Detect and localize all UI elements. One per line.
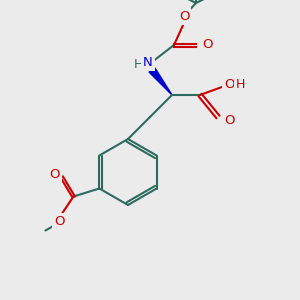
Text: O: O [202, 38, 212, 52]
Text: N: N [143, 56, 153, 68]
Text: O: O [54, 215, 65, 228]
Polygon shape [149, 68, 172, 95]
Text: O: O [49, 168, 60, 181]
Text: O: O [179, 10, 189, 22]
Text: O: O [224, 79, 235, 92]
Text: O: O [224, 113, 235, 127]
Text: H: H [133, 58, 143, 71]
Text: H: H [236, 79, 245, 92]
